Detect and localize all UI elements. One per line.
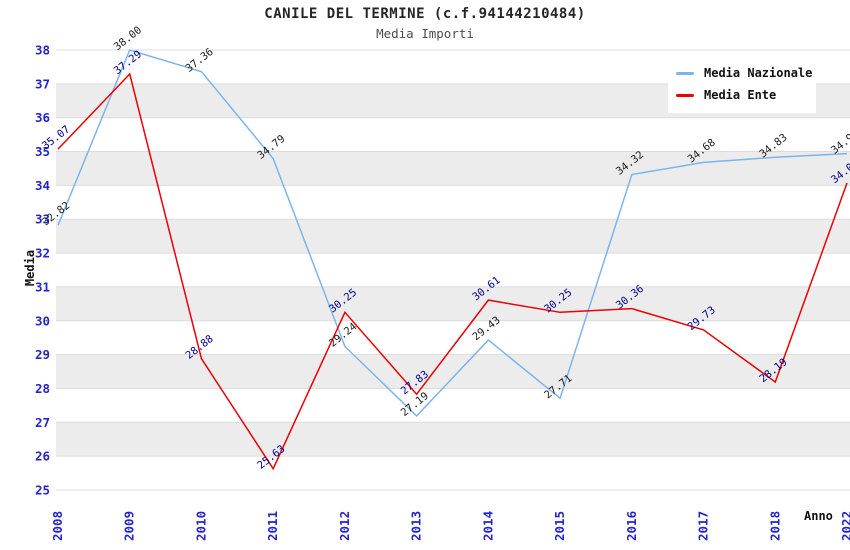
point-label: 35.07 xyxy=(40,123,72,152)
x-tick-label: 2017 xyxy=(696,511,711,541)
legend-line-swatch-red-icon xyxy=(676,93,694,97)
y-tick-label: 27 xyxy=(35,415,50,430)
x-tick-label: 2013 xyxy=(409,511,424,541)
point-label-group: 38.00 xyxy=(112,24,144,53)
point-label: 38.00 xyxy=(112,24,144,53)
grid-band-layer xyxy=(56,83,850,457)
x-axis-ticks: 2008 2009 2010 2011 2012 2013 2014 2015 2016 2017… xyxy=(50,511,850,541)
x-tick-label: 2008 xyxy=(50,511,65,541)
chart-subtitle: Media Importi xyxy=(376,26,474,41)
legend-label-media-nazionale: Media Nazionale xyxy=(704,66,813,80)
x-tick-label: 2011 xyxy=(265,511,280,541)
y-tick-label: 32 xyxy=(35,246,50,261)
grid-band xyxy=(56,151,850,186)
y-tick-label: 26 xyxy=(35,449,50,464)
y-tick-label: 31 xyxy=(35,279,50,294)
grid-band xyxy=(56,354,850,389)
x-tick-label: 2022 xyxy=(839,511,850,541)
chart-title: CANILE DEL TERMINE (c.f.94144210484) xyxy=(264,6,586,22)
y-tick-label: 38 xyxy=(35,43,50,58)
y-axis-ticks: 25 26 27 28 29 30 31 32 33 34 35 36 37 38 xyxy=(35,43,50,498)
legend: Media Nazionale Media Ente xyxy=(668,55,816,113)
y-tick-label: 37 xyxy=(35,76,50,91)
y-tick-label: 30 xyxy=(35,313,50,328)
x-tick-label: 2014 xyxy=(480,511,495,541)
y-axis-title: Media xyxy=(23,249,37,287)
x-tick-label: 2016 xyxy=(624,511,639,541)
y-tick-label: 33 xyxy=(35,212,50,227)
series-line-media-nazionale xyxy=(57,49,848,417)
point-label-group: 35.07 xyxy=(40,123,72,152)
y-tick-label: 35 xyxy=(35,144,50,159)
y-tick-label: 25 xyxy=(35,483,50,498)
grid-band xyxy=(56,422,850,457)
y-tick-label: 28 xyxy=(35,381,50,396)
y-tick-label: 36 xyxy=(35,110,50,125)
legend-line-swatch-blue-icon xyxy=(676,71,694,75)
grid-band xyxy=(56,219,850,254)
x-tick-label: 2015 xyxy=(552,511,567,541)
y-tick-label: 34 xyxy=(35,178,50,193)
x-tick-label: 2012 xyxy=(337,511,352,541)
x-tick-label: 2009 xyxy=(122,511,137,541)
legend-item-media-nazionale[interactable]: Media Nazionale xyxy=(676,62,812,84)
x-tick-label: 2010 xyxy=(193,511,208,541)
point-label: 29.24 xyxy=(327,321,359,350)
legend-item-media-ente[interactable]: Media Ente xyxy=(676,84,808,106)
x-axis-title: Anno xyxy=(804,509,833,523)
point-label-group: 29.24 xyxy=(327,321,359,350)
legend-label-media-ente: Media Ente xyxy=(704,88,777,102)
series-line-media-ente xyxy=(57,72,848,471)
series-layer xyxy=(57,49,848,471)
x-tick-label: 2018 xyxy=(767,511,782,541)
grid-band xyxy=(56,286,850,321)
gridline-layer xyxy=(56,49,850,491)
y-tick-label: 29 xyxy=(35,347,50,362)
